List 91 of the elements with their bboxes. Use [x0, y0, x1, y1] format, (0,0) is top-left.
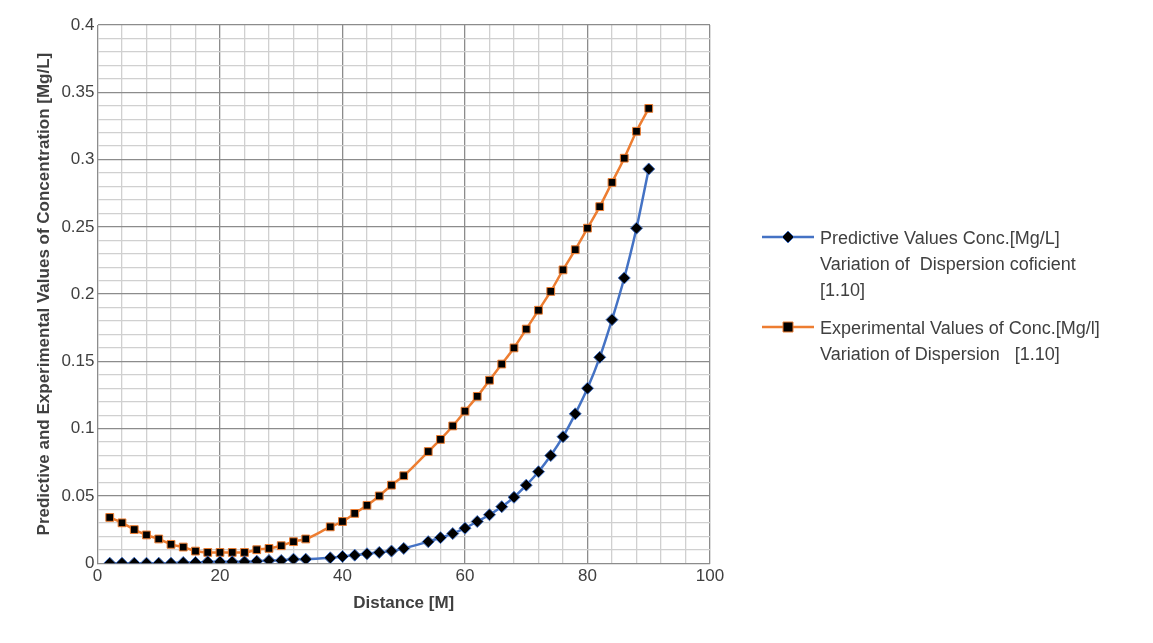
x-tick-label: 20 [210, 566, 230, 586]
x-tick-label: 100 [695, 566, 725, 586]
x-tick-label: 40 [333, 566, 352, 586]
point [558, 265, 568, 275]
point [372, 545, 386, 559]
point [448, 421, 458, 431]
point [360, 547, 374, 561]
point [423, 447, 433, 456]
x-tick-label: 60 [455, 566, 475, 586]
point [521, 324, 531, 334]
point [619, 153, 629, 163]
point [105, 513, 115, 522]
point [399, 471, 409, 481]
point [495, 500, 509, 514]
y-tick-label: 0.2 [70, 283, 95, 303]
y-tick-label: 0.15 [61, 351, 95, 371]
point [384, 544, 398, 558]
point [446, 527, 460, 541]
point [338, 517, 347, 526]
point [644, 104, 654, 113]
point [289, 537, 298, 547]
point [286, 552, 300, 564]
point [421, 535, 435, 549]
legend-label: Experimental Values of Conc.[Mg/l] Variation of Dispersion [1.10] [820, 317, 1100, 366]
point [362, 500, 372, 510]
point [593, 350, 607, 364]
point [595, 202, 605, 212]
point [581, 381, 594, 395]
point [460, 406, 470, 416]
point [433, 531, 447, 545]
y-tick-label: 0.3 [70, 149, 95, 169]
point [178, 542, 188, 552]
x-axis-title: Distance [M] [353, 593, 455, 613]
point [485, 375, 494, 385]
point [568, 407, 582, 421]
y-tick-label: 0.05 [61, 485, 95, 505]
point [458, 521, 472, 535]
point [191, 546, 200, 556]
point [509, 343, 519, 353]
point [203, 548, 213, 557]
point [607, 178, 617, 187]
point [605, 313, 619, 327]
point [570, 245, 580, 255]
y-tick-label: 0.4 [70, 14, 95, 34]
point [166, 539, 176, 549]
y-tick-label: 0.1 [70, 418, 95, 438]
point [274, 554, 288, 564]
y-tick-label: 0 [85, 552, 95, 572]
point [276, 541, 286, 551]
point [397, 541, 411, 555]
point [556, 430, 570, 444]
point [374, 491, 384, 501]
point [240, 548, 249, 557]
point [387, 480, 396, 490]
point [299, 552, 313, 564]
point [154, 534, 164, 544]
point [544, 449, 558, 463]
point [583, 223, 592, 233]
point [617, 271, 631, 285]
x-tick-label: 80 [578, 566, 597, 586]
point [483, 508, 496, 522]
point [546, 287, 556, 296]
point [301, 534, 311, 544]
point [142, 530, 151, 540]
point [227, 548, 237, 557]
point [335, 549, 349, 563]
y-axis-title: Predictive and Experimental Values of Concentration [Mg/L] [33, 52, 53, 536]
y-tick-label: 0.35 [61, 81, 95, 101]
y-tick-label: 0.25 [61, 216, 95, 236]
point [436, 435, 445, 444]
point [323, 551, 337, 564]
point [264, 544, 274, 553]
point [630, 221, 643, 235]
point [507, 490, 521, 504]
legend-label: Predictive Values Conc.[Mg/L] Variation of Dispersion coficient [1.10] [820, 227, 1077, 302]
point [472, 391, 482, 401]
point [215, 548, 225, 557]
point [350, 509, 360, 518]
point [129, 525, 139, 534]
point [262, 554, 276, 564]
point [252, 545, 262, 555]
point [117, 518, 127, 528]
point [348, 548, 362, 562]
point [497, 359, 507, 369]
point [632, 126, 641, 136]
point [642, 162, 656, 176]
point [519, 478, 533, 492]
point [470, 514, 484, 528]
point [534, 305, 543, 315]
point [532, 465, 545, 479]
point [325, 522, 335, 532]
